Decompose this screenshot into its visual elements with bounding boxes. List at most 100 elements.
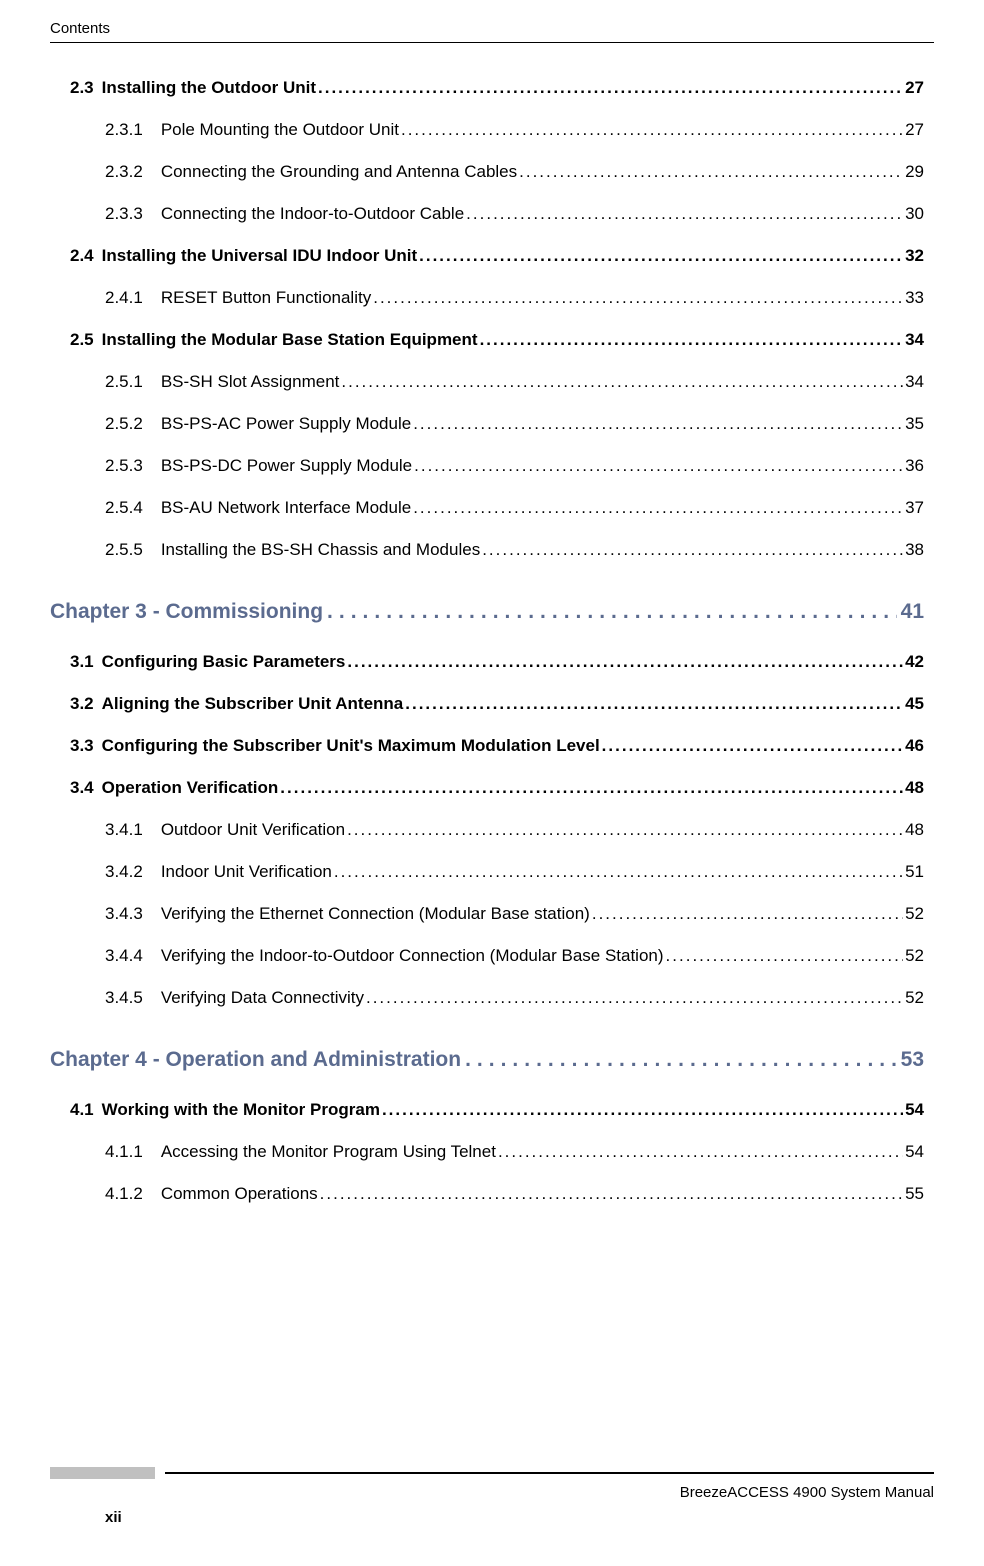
toc-entry-title: BS-PS-AC Power Supply Module — [161, 414, 411, 434]
toc-dots: ........................................… — [466, 204, 903, 224]
toc-entry-subsection: 2.5.2BS-PS-AC Power Supply Module.......… — [70, 414, 924, 434]
toc-entry-title: Configuring Basic Parameters — [102, 652, 346, 672]
toc-page-number: 35 — [905, 414, 924, 434]
toc-page-number: 32 — [905, 246, 924, 266]
toc-entry-title: Outdoor Unit Verification — [161, 820, 345, 840]
toc-entry-title: Configuring the Subscriber Unit's Maximu… — [102, 736, 600, 756]
toc-page-number: 54 — [905, 1100, 924, 1120]
toc-dots: ........................................… — [401, 120, 903, 140]
toc-entry-number: 2.5.1 — [105, 372, 143, 392]
toc-dots: ........................................… — [347, 820, 903, 840]
toc-entry-title: Operation Verification — [102, 778, 279, 798]
toc-entry-number: 3.4.4 — [105, 946, 143, 966]
toc-page-number: 52 — [905, 904, 924, 924]
toc-page-number: 27 — [905, 78, 924, 98]
toc-dots: ........................................… — [666, 946, 904, 966]
toc-entry-number: 2.5.3 — [105, 456, 143, 476]
toc-page-number: 38 — [905, 540, 924, 560]
toc-entry-subsection: 3.4.5Verifying Data Connectivity........… — [70, 988, 924, 1008]
toc-entry-number: 2.5.5 — [105, 540, 143, 560]
toc-content: 2.3Installing the Outdoor Unit..........… — [50, 78, 934, 1204]
toc-entry-number: 2.4 — [70, 246, 94, 266]
toc-entry-subsection: 2.3.3Connecting the Indoor-to-Outdoor Ca… — [70, 204, 924, 224]
toc-dots: ........................................… — [592, 904, 903, 924]
toc-page-number: 53 — [901, 1048, 924, 1072]
toc-dots: ........................................… — [419, 246, 903, 266]
toc-entry-number: 3.4.1 — [105, 820, 143, 840]
toc-entry-subsection: 2.4.1 RESET Button Functionality.........… — [70, 288, 924, 308]
toc-entry-subsection: 3.4.1 Outdoor Unit Verification..........… — [70, 820, 924, 840]
toc-page-number: 54 — [905, 1142, 924, 1162]
toc-entry-subsection: 2.5.4 BS-AU Network Interface Module.....… — [70, 498, 924, 518]
toc-entry-section: 2.3Installing the Outdoor Unit..........… — [70, 78, 924, 98]
toc-entry-title: Aligning the Subscriber Unit Antenna — [102, 694, 404, 714]
toc-entry-chapter: Chapter 3 - Commissioning...............… — [50, 600, 924, 624]
toc-page-number: 42 — [905, 652, 924, 672]
toc-page-number: 48 — [905, 820, 924, 840]
footer-manual-name: BreezeACCESS 4900 System Manual — [50, 1484, 934, 1501]
header-label: Contents — [50, 20, 934, 37]
toc-dots: ........................................… — [334, 862, 903, 882]
toc-page-number: 34 — [905, 330, 924, 350]
toc-entry-title: Connecting the Grounding and Antenna Cab… — [161, 162, 517, 182]
toc-entry-title: Installing the Modular Base Station Equi… — [102, 330, 478, 350]
toc-entry-title: Installing the Outdoor Unit — [102, 78, 316, 98]
toc-page-number: 33 — [905, 288, 924, 308]
toc-entry-title: Common Operations — [161, 1184, 318, 1204]
toc-page-number: 46 — [905, 736, 924, 756]
toc-dots: ........................................… — [341, 372, 903, 392]
toc-entry-title: BS-AU Network Interface Module — [161, 498, 411, 518]
toc-page-number: 52 — [905, 988, 924, 1008]
toc-dots: ........................................… — [280, 778, 903, 798]
toc-entry-title: Working with the Monitor Program — [102, 1100, 380, 1120]
toc-entry-number: 2.5.2 — [105, 414, 143, 434]
toc-entry-subsection: 2.3.1Pole Mounting the Outdoor Unit.....… — [70, 120, 924, 140]
toc-page-number: 48 — [905, 778, 924, 798]
toc-entry-section: 4.1Working with the Monitor Program.....… — [70, 1100, 924, 1120]
toc-dots: ........................................… — [347, 652, 903, 672]
toc-dots: ........................................… — [602, 736, 903, 756]
toc-entry-title: RESET Button Functionality — [161, 288, 371, 308]
toc-dots: ........................................… — [327, 600, 897, 624]
toc-entry-section: 2.4 Installing the Universal IDU Indoor U… — [70, 246, 924, 266]
toc-entry-subsection: 2.5.5 Installing the BS-SH Chassis and Mo… — [70, 540, 924, 560]
toc-page-number: 29 — [905, 162, 924, 182]
toc-entry-chapter: Chapter 4 - Operation and Administration… — [50, 1048, 924, 1072]
header-divider — [50, 42, 934, 43]
toc-entry-subsection: 3.4.4Verifying the Indoor-to-Outdoor Con… — [70, 946, 924, 966]
toc-page-number: 41 — [901, 600, 924, 624]
toc-entry-title: Verifying Data Connectivity — [161, 988, 364, 1008]
toc-entry-number: 2.4.1 — [105, 288, 143, 308]
toc-entry-number: 4.1.2 — [105, 1184, 143, 1204]
toc-dots: ........................................… — [373, 288, 903, 308]
toc-entry-subsection: 3.4.3 Verifying the Ethernet Connection (… — [70, 904, 924, 924]
toc-entry-number: 2.3.3 — [105, 204, 143, 224]
toc-page-number: 52 — [905, 946, 924, 966]
footer-line — [165, 1472, 934, 1474]
toc-page-number: 27 — [905, 120, 924, 140]
toc-entry-section: 3.3Configuring the Subscriber Unit's Max… — [70, 736, 924, 756]
toc-entry-number: 3.4.2 — [105, 862, 143, 882]
toc-entry-title: Pole Mounting the Outdoor Unit — [161, 120, 399, 140]
toc-page-number: 36 — [905, 456, 924, 476]
footer-page-number: xii — [50, 1509, 934, 1526]
toc-entry-section: 3.4Operation Verification...............… — [70, 778, 924, 798]
toc-chapter-title: Chapter 3 - Commissioning — [50, 600, 323, 624]
toc-page-number: 55 — [905, 1184, 924, 1204]
toc-page-number: 51 — [905, 862, 924, 882]
toc-entry-title: Indoor Unit Verification — [161, 862, 332, 882]
toc-dots: ........................................… — [413, 498, 903, 518]
toc-dots: ........................................… — [318, 78, 903, 98]
toc-dots: ........................................… — [498, 1142, 903, 1162]
toc-page-number: 45 — [905, 694, 924, 714]
toc-entry-title: Verifying the Ethernet Connection (Modul… — [161, 904, 590, 924]
toc-entry-number: 2.5.4 — [105, 498, 143, 518]
toc-entry-title: Installing the BS-SH Chassis and Modules — [161, 540, 480, 560]
toc-dots: ........................................… — [320, 1184, 903, 1204]
toc-entry-number: 3.4.3 — [105, 904, 143, 924]
toc-entry-subsection: 4.1.2 Common Operations..................… — [70, 1184, 924, 1204]
toc-entry-subsection: 2.5.1BS-SH Slot Assignment..............… — [70, 372, 924, 392]
toc-entry-title: Installing the Universal IDU Indoor Unit — [102, 246, 417, 266]
toc-entry-number: 4.1 — [70, 1100, 94, 1120]
toc-entry-title: BS-PS-DC Power Supply Module — [161, 456, 412, 476]
